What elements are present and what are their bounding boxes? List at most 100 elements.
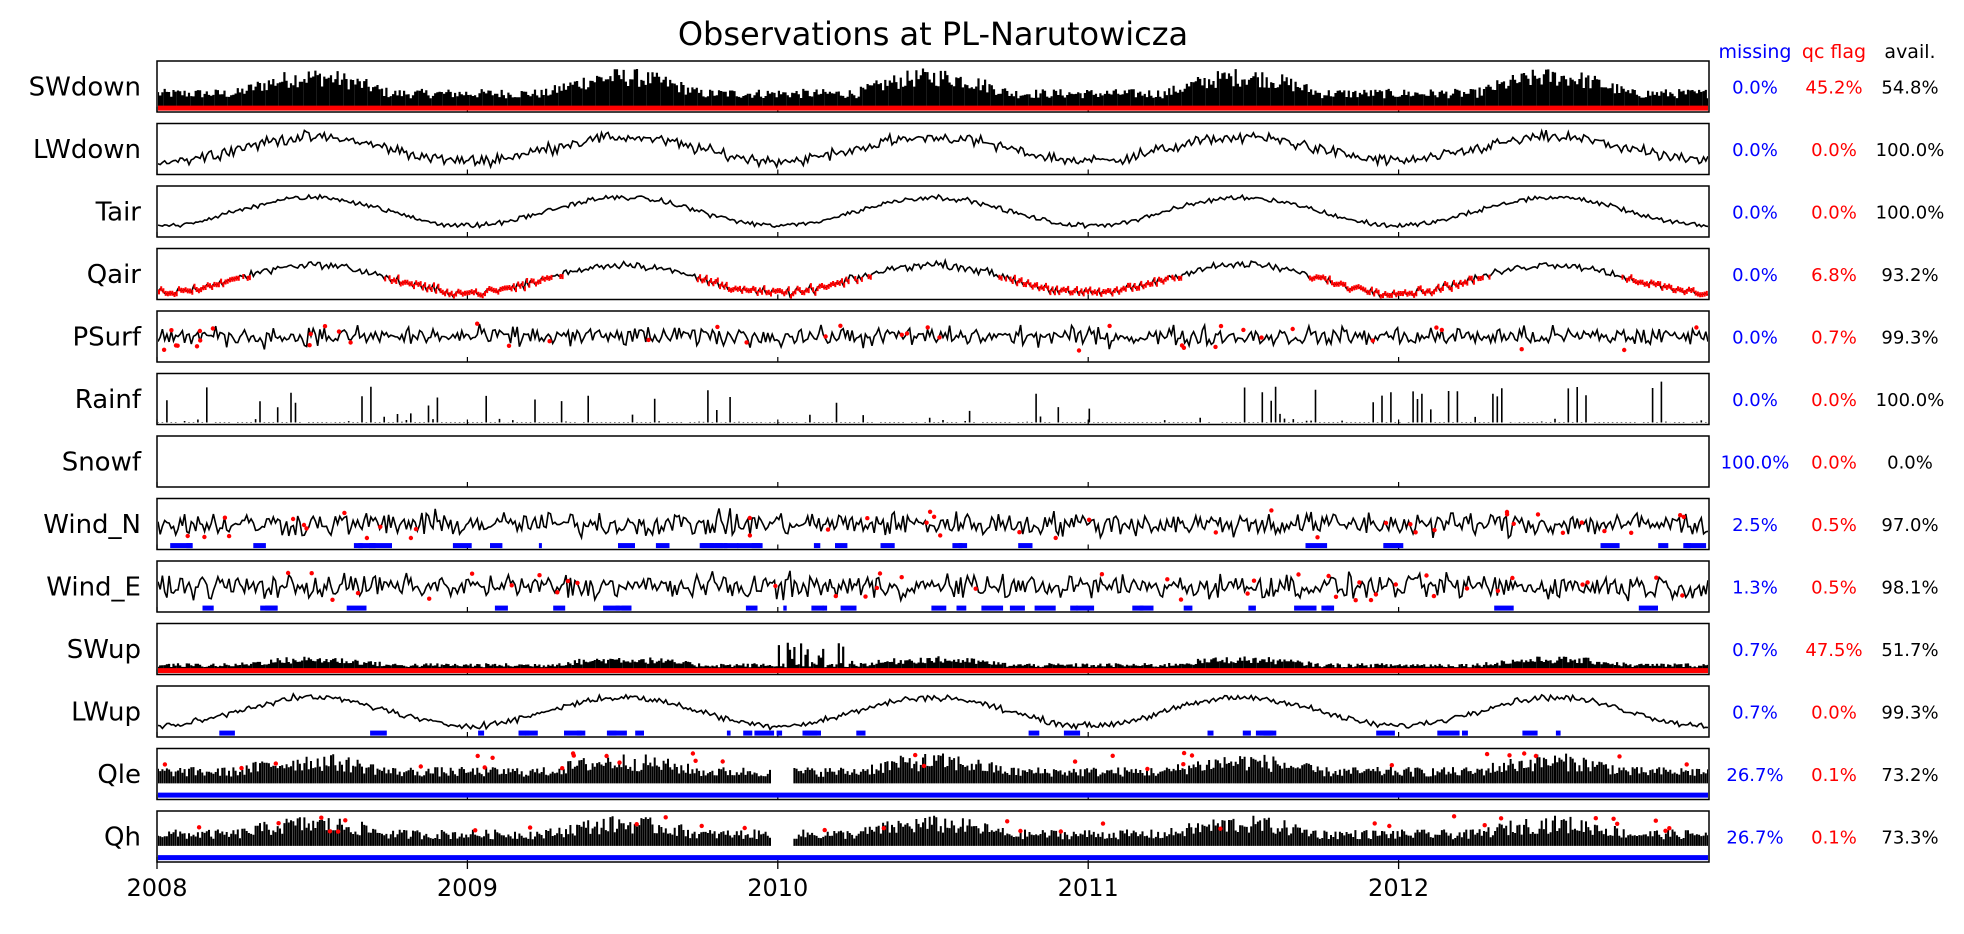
qc-flag-point	[473, 828, 478, 833]
qc-flag-point	[276, 821, 281, 826]
qc-flag-point	[744, 340, 749, 345]
qc-flag-point	[348, 340, 353, 345]
qc-flag-point	[1213, 530, 1219, 535]
missing-point	[856, 730, 866, 736]
missing-point	[1009, 605, 1025, 611]
panel-psurf: PSurf 0.0% 0.7% 99.3%	[72, 310, 1939, 363]
missing-point	[1183, 605, 1193, 611]
row-label: LWdown	[33, 135, 141, 165]
qc-flag-point	[162, 762, 168, 767]
panel-swdown: SWdown 0.0% 45.2% 54.8%	[29, 60, 1939, 113]
qc-flag-point	[1464, 586, 1470, 591]
qc-flag-point	[881, 826, 886, 831]
x-tick-label: 2010	[747, 874, 808, 902]
qc-flag-point	[273, 761, 278, 766]
missing-point	[1242, 730, 1251, 736]
qc-flag-point	[877, 571, 883, 576]
panel-frame	[156, 372, 1710, 426]
qc-flag-point	[226, 533, 232, 539]
missing-point	[1383, 543, 1400, 549]
qc-flag-point	[1439, 327, 1445, 333]
qc-flag-point	[1611, 816, 1616, 821]
qc-flag-point	[1357, 580, 1362, 585]
row-label: Tair	[95, 198, 142, 228]
missing-point	[1555, 730, 1561, 736]
qc-flag-point	[355, 590, 361, 596]
series-psurf	[158, 321, 1708, 353]
missing-value: 0.0%	[1732, 328, 1778, 349]
missing-point	[835, 543, 848, 549]
qc-flag-point	[1333, 594, 1339, 599]
data-line	[158, 128, 1708, 170]
available-value: 99.3%	[1881, 703, 1938, 724]
qc-flag-point	[1290, 326, 1295, 332]
missing-point	[1034, 605, 1056, 611]
qc-flag-header: qc flag	[1802, 41, 1866, 63]
avail-header: avail.	[1884, 41, 1935, 63]
missing-point	[1326, 605, 1334, 611]
qc-flag-point	[1370, 338, 1376, 343]
qc-flag-point	[874, 585, 880, 591]
qc-flag-point	[327, 829, 333, 834]
row-label: Qle	[97, 760, 141, 790]
qc-flag-point	[1622, 347, 1627, 353]
qc-flag-point	[690, 751, 696, 756]
qc-flag-point	[1383, 520, 1389, 526]
qc-flag-point	[169, 328, 174, 333]
available-value: 93.2%	[1881, 265, 1938, 286]
missing-point	[701, 543, 723, 549]
series-wind-e	[158, 570, 1708, 611]
panel-snowf: Snowf 100.0% 0.0% 0.0%	[62, 435, 1933, 488]
qc-flag-point	[1484, 751, 1490, 757]
qc-flag-value: 0.7%	[1811, 328, 1857, 349]
qc-flag-point	[1560, 530, 1566, 535]
panel-frame	[156, 247, 1710, 301]
qc-flag-point	[1086, 517, 1092, 522]
qc-flag-point	[475, 321, 480, 326]
missing-point	[603, 605, 620, 611]
qc-flag-point	[1653, 818, 1659, 823]
qc-flag-point	[537, 573, 542, 578]
qc-flag-point	[1654, 575, 1659, 580]
qc-flag-point	[509, 583, 514, 588]
missing-point	[1305, 543, 1328, 549]
data-line	[158, 322, 1708, 350]
qc-flag-point	[482, 765, 487, 770]
missing-point	[1294, 605, 1317, 611]
qc-flag-point	[1667, 826, 1672, 831]
qc-flag-point	[1504, 509, 1510, 515]
data-bars	[158, 68, 1708, 108]
available-value: 100.0%	[1876, 140, 1945, 161]
missing-point	[618, 543, 635, 549]
panel-wind-e: Wind_E 1.3% 0.5% 98.1%	[46, 560, 1939, 613]
qc-flag-value: 0.0%	[1811, 140, 1857, 161]
x-tick-label: 2008	[126, 874, 187, 902]
qc-flag-point	[1373, 592, 1379, 597]
qc-flag-point	[1680, 593, 1685, 598]
qc-flag-point	[646, 337, 651, 343]
row-label: Snowf	[62, 448, 142, 478]
qc-flag-point	[1241, 327, 1246, 333]
qc-flag-point	[663, 815, 668, 820]
missing-value: 0.0%	[1732, 265, 1778, 286]
panel-frame	[156, 185, 1710, 238]
missing-point	[346, 605, 367, 611]
qc-flag-point	[343, 818, 348, 823]
available-value: 0.0%	[1887, 453, 1933, 474]
row-label: LWup	[71, 698, 141, 728]
missing-point	[621, 605, 632, 611]
available-value: 73.3%	[1881, 828, 1938, 849]
qc-flag-point	[194, 344, 200, 349]
qc-flag-point	[913, 752, 918, 758]
qc-flag-point	[1389, 763, 1395, 768]
available-value: 97.0%	[1881, 515, 1938, 536]
missing-value: 0.0%	[1732, 78, 1778, 99]
missing-point	[751, 543, 763, 549]
missing-point	[804, 730, 821, 736]
panel-lwup: LWup 0.7% 0.0% 99.3%	[71, 685, 1939, 738]
missing-point	[1658, 543, 1669, 549]
missing-point	[840, 605, 857, 611]
qc-flag-point	[1178, 597, 1184, 602]
qc-flag-point	[342, 510, 347, 516]
missing-point	[265, 605, 278, 611]
